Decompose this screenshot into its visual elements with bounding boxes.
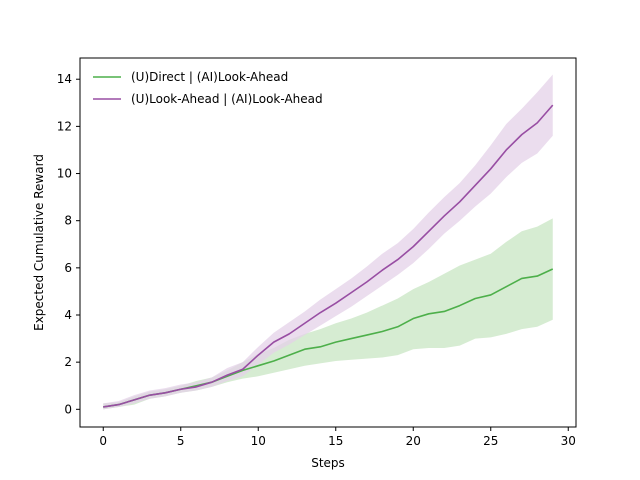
y-axis-label: Expected Cumulative Reward: [32, 154, 46, 331]
x-tick-label: 10: [251, 434, 266, 448]
y-tick-label: 14: [57, 72, 72, 86]
legend: (U)Direct | (AI)Look-Ahead (U)Look-Ahead …: [93, 70, 323, 106]
y-axis-ticks: 0 2 4 6 8 10 12 14: [57, 72, 80, 416]
y-tick-label: 4: [64, 308, 72, 322]
y-tick-label: 6: [64, 261, 72, 275]
x-tick-label: 20: [406, 434, 421, 448]
x-axis-ticks: 0 5 10 15 20 25 30: [99, 427, 576, 448]
y-tick-label: 0: [64, 402, 72, 416]
x-tick-label: 30: [561, 434, 576, 448]
x-tick-label: 15: [328, 434, 343, 448]
x-tick-label: 0: [99, 434, 107, 448]
plot-frame: [79, 57, 577, 428]
x-axis-label: Steps: [311, 456, 345, 470]
y-tick-label: 2: [64, 355, 72, 369]
y-tick-label: 8: [64, 214, 72, 228]
legend-label-0: (U)Direct | (AI)Look-Ahead: [131, 70, 288, 84]
series-1-line: [103, 104, 554, 408]
series-0-band: [103, 218, 553, 410]
series-lines: [103, 104, 554, 408]
y-tick-label: 12: [57, 119, 72, 133]
legend-label-1: (U)Look-Ahead | (AI)Look-Ahead: [131, 92, 323, 106]
x-tick-label: 25: [483, 434, 498, 448]
confidence-bands: [103, 74, 553, 410]
y-tick-label: 10: [57, 167, 72, 181]
x-tick-label: 5: [177, 434, 185, 448]
